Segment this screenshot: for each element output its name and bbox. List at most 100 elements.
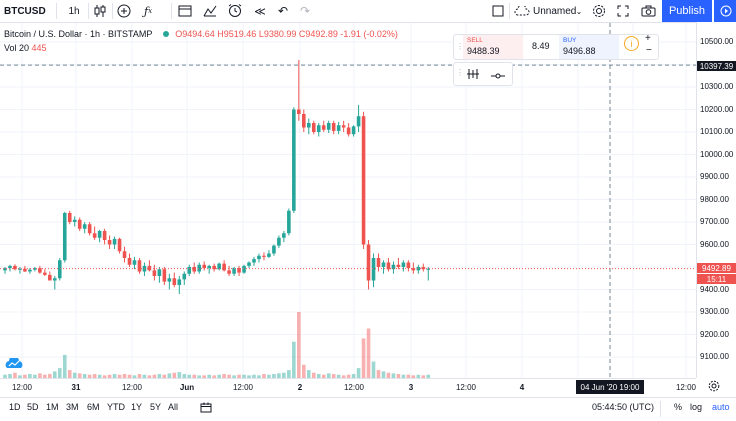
volume-bar bbox=[202, 375, 206, 378]
drag-handle-icon[interactable]: ⋮ bbox=[456, 68, 464, 77]
candle-body bbox=[386, 262, 391, 270]
publish-button[interactable]: Publish bbox=[662, 0, 712, 22]
candles-icon[interactable] bbox=[90, 0, 110, 22]
candle-body bbox=[287, 210, 291, 234]
range-button-1m[interactable]: 1M bbox=[46, 402, 59, 412]
chart-line-icon[interactable] bbox=[200, 0, 220, 22]
candle-body bbox=[72, 219, 77, 222]
volume-bar bbox=[416, 374, 421, 378]
volume-bar bbox=[28, 374, 32, 378]
toolbar-divider bbox=[660, 401, 661, 417]
replay-icon[interactable]: ≪ bbox=[254, 5, 266, 18]
sell-label: SELL bbox=[467, 37, 483, 44]
date-range-icon[interactable] bbox=[200, 402, 212, 415]
volume-bar bbox=[167, 373, 172, 378]
volume-bar bbox=[122, 374, 127, 378]
sell-button[interactable]: SELL 9488.39 bbox=[463, 35, 523, 59]
volume-bar bbox=[217, 374, 221, 378]
toolbar-divider bbox=[112, 3, 113, 19]
auto-toggle[interactable]: auto bbox=[712, 402, 730, 412]
volume-bar bbox=[97, 374, 102, 378]
log-toggle[interactable]: log bbox=[690, 402, 703, 412]
undo-icon[interactable]: ↶ bbox=[277, 4, 289, 18]
volume-bar bbox=[222, 374, 226, 378]
interval-button[interactable]: 1h bbox=[68, 5, 80, 17]
range-button-ytd[interactable]: YTD bbox=[107, 402, 125, 412]
zoom-out-icon[interactable]: − bbox=[646, 45, 652, 56]
buy-button[interactable]: BUY 9496.88 bbox=[559, 35, 619, 59]
candle-body bbox=[292, 109, 296, 211]
candle-body bbox=[167, 278, 172, 282]
candle-body bbox=[202, 264, 206, 269]
candle-body bbox=[43, 272, 47, 275]
candle-body bbox=[147, 265, 152, 271]
time-axis[interactable] bbox=[0, 378, 696, 397]
redo-icon[interactable]: ↷ bbox=[299, 4, 311, 18]
axis-settings-icon[interactable] bbox=[708, 380, 720, 395]
range-button-all[interactable]: All bbox=[168, 402, 179, 412]
volume-bar bbox=[117, 374, 122, 378]
price-tick-label: 9700.00 bbox=[700, 217, 729, 226]
volume-bar bbox=[232, 375, 236, 378]
candle-body bbox=[197, 264, 202, 272]
ohlc-values: O9494.64 H9519.46 L9380.99 C9492.89 -1.9… bbox=[175, 29, 398, 39]
price-chart[interactable] bbox=[0, 23, 696, 378]
bottom-toolbar bbox=[0, 397, 736, 421]
range-button-6m[interactable]: 6M bbox=[87, 402, 100, 412]
clock-time[interactable]: 05:44:50 (UTC) bbox=[592, 402, 655, 412]
time-tick-label: 12:00 bbox=[232, 383, 254, 392]
candle-body bbox=[262, 255, 266, 257]
volume-bar bbox=[207, 374, 211, 378]
templates-icon[interactable] bbox=[175, 0, 195, 22]
candle-body bbox=[336, 125, 341, 131]
candle-body bbox=[18, 268, 22, 270]
volume-bar bbox=[62, 354, 67, 378]
candle-body bbox=[396, 264, 401, 267]
range-button-5d[interactable]: 5D bbox=[27, 402, 39, 412]
time-tick-label: 12:00 bbox=[455, 383, 477, 392]
candle-body bbox=[13, 265, 17, 270]
range-button-5y[interactable]: 5Y bbox=[150, 402, 162, 412]
candle-body bbox=[381, 262, 386, 267]
candle-body bbox=[376, 258, 381, 267]
layout-name[interactable]: Unnamed bbox=[533, 5, 577, 17]
layout-icon[interactable] bbox=[489, 0, 507, 22]
snapshot-icon[interactable] bbox=[638, 0, 658, 22]
settings-icon[interactable] bbox=[590, 0, 608, 22]
alert-icon[interactable] bbox=[225, 0, 245, 22]
candle-body bbox=[237, 268, 241, 273]
price-tick-label: 9300.00 bbox=[700, 307, 729, 316]
volume-bar bbox=[302, 364, 306, 378]
candle-body bbox=[277, 237, 281, 246]
volume-bar bbox=[376, 370, 381, 378]
range-button-1d[interactable]: 1D bbox=[9, 402, 21, 412]
bars-icon[interactable] bbox=[466, 67, 480, 85]
fullscreen-icon[interactable] bbox=[614, 0, 632, 22]
volume-bar bbox=[92, 374, 97, 378]
volume-bar bbox=[192, 374, 197, 378]
line-tool-icon[interactable] bbox=[490, 68, 506, 86]
candle-body bbox=[222, 263, 226, 271]
range-button-3m[interactable]: 3M bbox=[66, 402, 79, 412]
volume-legend: Vol 20 445 bbox=[4, 43, 47, 53]
volume-bar bbox=[351, 374, 356, 378]
price-tick-label: 10300.00 bbox=[700, 82, 734, 91]
range-button-1y[interactable]: 1Y bbox=[131, 402, 143, 412]
candle-body bbox=[97, 231, 102, 238]
info-icon[interactable]: i bbox=[624, 36, 639, 51]
candle-body bbox=[127, 258, 132, 265]
price-axis[interactable] bbox=[696, 22, 736, 378]
percent-toggle[interactable]: % bbox=[674, 402, 683, 412]
volume-bar bbox=[102, 375, 107, 378]
volume-bar bbox=[172, 372, 177, 378]
volume-label: Vol 20 bbox=[4, 43, 30, 53]
chevron-down-icon[interactable]: ⌄ bbox=[575, 6, 583, 16]
add-indicator-icon[interactable] bbox=[114, 0, 134, 22]
drag-handle-icon[interactable]: ⋮ bbox=[456, 42, 464, 51]
symbol-search[interactable]: BTCUSD bbox=[4, 5, 46, 17]
zoom-in-icon[interactable]: + bbox=[645, 33, 651, 44]
publish-dropdown-icon[interactable] bbox=[713, 0, 736, 22]
candle-body bbox=[426, 268, 431, 270]
tradingview-logo-icon[interactable] bbox=[5, 356, 23, 375]
